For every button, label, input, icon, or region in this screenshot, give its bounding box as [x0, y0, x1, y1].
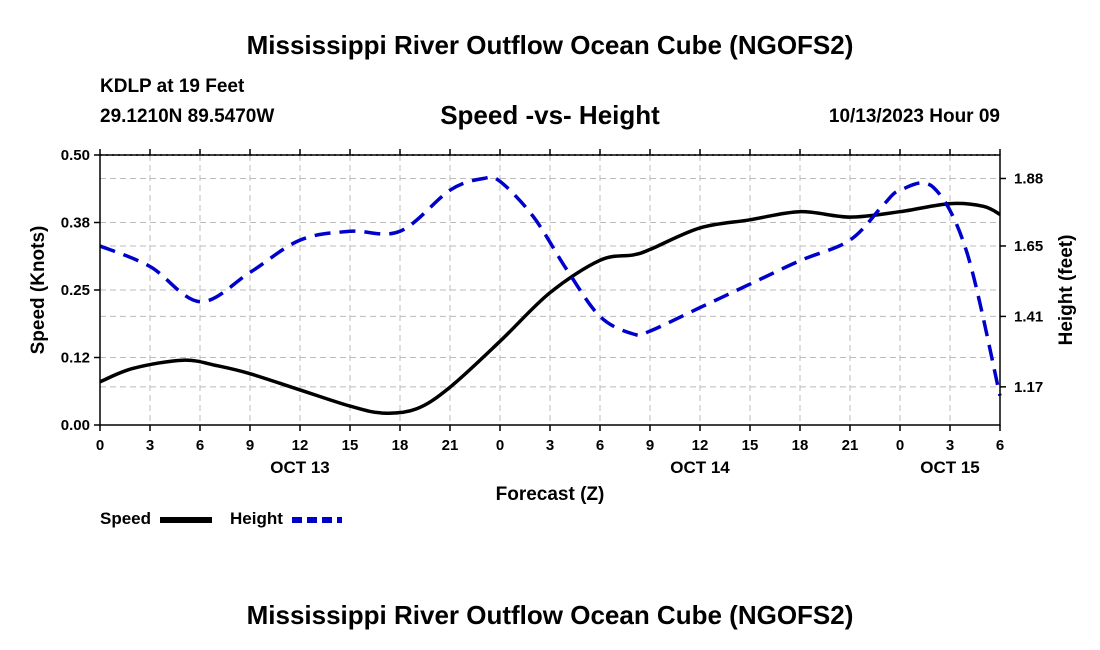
grid-layer — [100, 155, 1000, 425]
coordinates-label: 29.1210N 89.5470W — [100, 106, 275, 127]
y2-axis-label: Height (feet) — [1056, 235, 1077, 346]
forecast-datetime: 10/13/2023 Hour 09 — [828, 106, 1000, 127]
x-axis-label: Forecast (Z) — [496, 484, 605, 505]
x-tick-label: 3 — [146, 437, 154, 454]
y2-tick-label: 1.88 — [1014, 170, 1043, 187]
x-tick-label: 21 — [842, 437, 859, 454]
x-tick-label: 3 — [546, 437, 554, 454]
speed-series-line — [99, 201, 1001, 415]
x-tick-label: 15 — [342, 437, 359, 454]
x-tick-label: 18 — [392, 437, 409, 454]
height-series-line — [99, 175, 1002, 397]
x-tick-label: 0 — [496, 437, 504, 454]
x-tick-label: 0 — [96, 437, 104, 454]
day-label: OCT 15 — [920, 458, 980, 477]
x-tick-label: 18 — [792, 437, 809, 454]
axis-layer: 0 3 6 9 12 15 18 21 0 3 6 9 12 15 18 21 0 3 6 OCT 13 OCT 14 O… — [61, 147, 1043, 477]
series-layer — [99, 175, 1002, 415]
x-tick-label: 12 — [292, 437, 309, 454]
y2-tick-label: 1.65 — [1014, 238, 1043, 255]
y-tick-label: 0.00 — [61, 417, 90, 434]
chart-subtitle: Speed -vs- Height — [440, 100, 660, 130]
x-tick-label: 6 — [996, 437, 1004, 454]
x-tick-label: 0 — [896, 437, 904, 454]
y2-tick-label: 1.17 — [1014, 379, 1043, 396]
x-tick-label: 6 — [196, 437, 204, 454]
x-tick-label: 3 — [946, 437, 954, 454]
station-label: KDLP at 19 Feet — [100, 76, 245, 97]
y2-tick-label: 1.41 — [1014, 308, 1043, 325]
x-tick-label: 6 — [596, 437, 604, 454]
x-tick-label: 21 — [442, 437, 459, 454]
y-tick-label: 0.38 — [61, 215, 90, 232]
y-tick-label: 0.12 — [61, 350, 90, 367]
x-tick-label: 9 — [246, 437, 254, 454]
day-label: OCT 14 — [670, 458, 730, 477]
legend-height-label: Height — [230, 509, 283, 528]
y-axis-label: Speed (Knots) — [28, 226, 49, 355]
x-tick-label: 12 — [692, 437, 709, 454]
day-label: OCT 13 — [270, 458, 330, 477]
x-tick-label: 9 — [646, 437, 654, 454]
x-tick-label: 15 — [742, 437, 759, 454]
footer-title: Mississippi River Outflow Ocean Cube (NG… — [246, 600, 854, 630]
legend-speed-label: Speed — [100, 509, 152, 528]
y-tick-label: 0.50 — [61, 147, 90, 164]
chart-title: Mississippi River Outflow Ocean Cube (NG… — [246, 30, 854, 60]
y-tick-label: 0.25 — [61, 282, 90, 299]
